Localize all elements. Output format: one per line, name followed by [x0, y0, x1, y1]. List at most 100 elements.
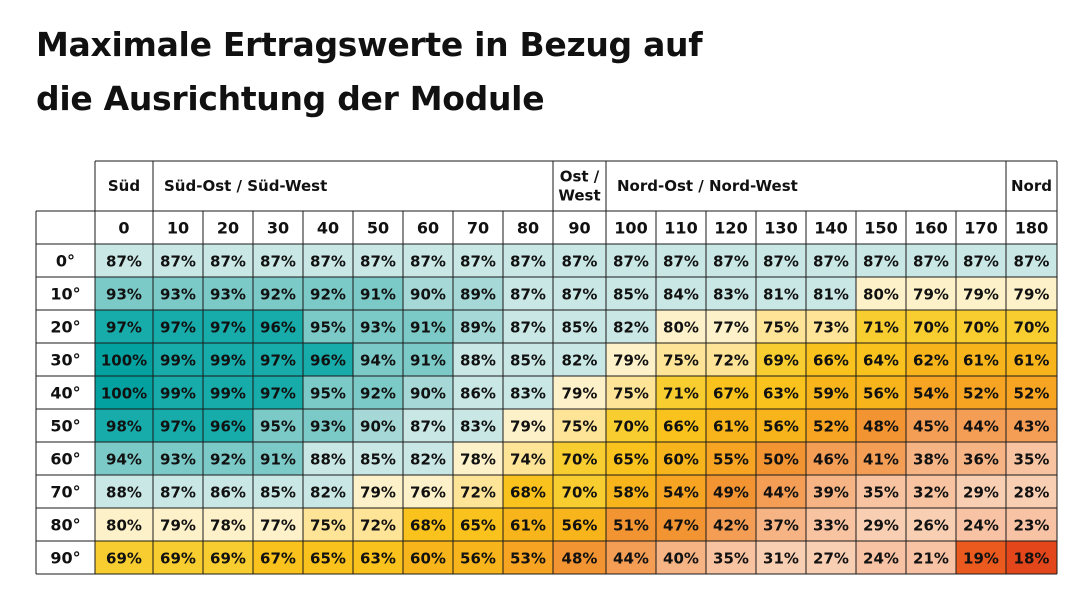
heatmap-cell [203, 277, 253, 310]
cell-value: 69% [763, 352, 799, 370]
cell-value: 79% [360, 484, 396, 502]
heatmap-cell [203, 310, 253, 343]
heatmap-cell [756, 277, 806, 310]
heatmap-cell [353, 409, 403, 442]
heatmap-cell [806, 409, 856, 442]
heatmap-cell [303, 343, 353, 376]
cell-value: 65% [310, 550, 346, 568]
cell-value: 85% [510, 352, 546, 370]
cell-value: 92% [210, 451, 246, 469]
cell-value: 64% [863, 352, 899, 370]
cell-value: 86% [210, 484, 246, 502]
cell-value: 38% [913, 451, 949, 469]
cell-value: 45% [913, 418, 949, 436]
heatmap-cell [353, 277, 403, 310]
row-label: 80° [50, 516, 80, 535]
heatmap-cell [956, 475, 1006, 508]
heatmap-cell [153, 310, 203, 343]
heatmap-cell [706, 409, 756, 442]
cell-value: 44% [613, 550, 649, 568]
heatmap-cell [453, 409, 503, 442]
heatmap-cell [153, 343, 203, 376]
cell-value: 87% [360, 253, 396, 271]
heatmap-cell [503, 343, 553, 376]
heatmap-cell [956, 541, 1006, 574]
heatmap-cell [906, 475, 956, 508]
heatmap-cell [856, 343, 906, 376]
direction-group-label: Ost / [560, 168, 600, 186]
cell-value: 84% [663, 286, 699, 304]
cell-value: 93% [160, 451, 196, 469]
cell-value: 95% [260, 418, 296, 436]
cell-value: 87% [510, 286, 546, 304]
cell-value: 66% [663, 418, 699, 436]
cell-value: 39% [813, 484, 849, 502]
heatmap-cell [353, 376, 403, 409]
cell-value: 83% [713, 286, 749, 304]
cell-value: 90% [360, 418, 396, 436]
heatmap-cell [303, 244, 353, 277]
cell-value: 97% [260, 352, 296, 370]
heatmap-cell [153, 277, 203, 310]
heatmap-cell [403, 244, 453, 277]
heatmap-cell [453, 508, 503, 541]
heatmap-cell [553, 442, 606, 475]
column-label: 140 [814, 219, 847, 238]
heatmap-cell [553, 475, 606, 508]
heatmap-cell [253, 541, 303, 574]
cell-value: 67% [260, 550, 296, 568]
cell-value: 32% [913, 484, 949, 502]
cell-value: 35% [713, 550, 749, 568]
heatmap-cell [756, 376, 806, 409]
cell-value: 100% [101, 352, 147, 370]
cell-value: 87% [713, 253, 749, 271]
cell-value: 56% [763, 418, 799, 436]
cell-value: 91% [260, 451, 296, 469]
cell-value: 46% [813, 451, 849, 469]
cell-value: 35% [1014, 451, 1050, 469]
cell-value: 99% [210, 385, 246, 403]
cell-value: 87% [260, 253, 296, 271]
heatmap-cell [153, 442, 203, 475]
heatmap-cell [353, 508, 403, 541]
heatmap-cell [606, 244, 656, 277]
cell-value: 82% [562, 352, 598, 370]
cell-value: 87% [562, 286, 598, 304]
cell-value: 75% [562, 418, 598, 436]
cell-value: 94% [360, 352, 396, 370]
cell-value: 88% [310, 451, 346, 469]
heatmap-cell [656, 310, 706, 343]
cell-value: 58% [613, 484, 649, 502]
heatmap-cell [606, 508, 656, 541]
heatmap-cell [203, 541, 253, 574]
cell-value: 61% [1014, 352, 1050, 370]
page-title-line-2: die Ausrichtung der Module [36, 79, 545, 118]
heatmap-cell [503, 376, 553, 409]
cell-value: 61% [963, 352, 999, 370]
heatmap-cell [253, 442, 303, 475]
cell-value: 40% [663, 550, 699, 568]
heatmap-cell [95, 475, 153, 508]
cell-value: 52% [1014, 385, 1050, 403]
heatmap-cell [95, 343, 153, 376]
heatmap-cell [303, 376, 353, 409]
row-label: 50° [50, 417, 80, 436]
cell-value: 80% [863, 286, 899, 304]
cell-value: 96% [310, 352, 346, 370]
cell-value: 61% [510, 517, 546, 535]
cell-value: 93% [160, 286, 196, 304]
heatmap-cell [353, 442, 403, 475]
cell-value: 87% [106, 253, 142, 271]
column-label: 150 [864, 219, 897, 238]
cell-value: 76% [410, 484, 446, 502]
cell-value: 87% [410, 253, 446, 271]
cell-value: 88% [106, 484, 142, 502]
cell-value: 82% [310, 484, 346, 502]
cell-value: 55% [713, 451, 749, 469]
heatmap-cell [756, 343, 806, 376]
cell-value: 85% [562, 319, 598, 337]
column-label: 50 [367, 219, 389, 238]
heatmap-cell [203, 475, 253, 508]
cell-value: 86% [460, 385, 496, 403]
heatmap-cell [303, 475, 353, 508]
